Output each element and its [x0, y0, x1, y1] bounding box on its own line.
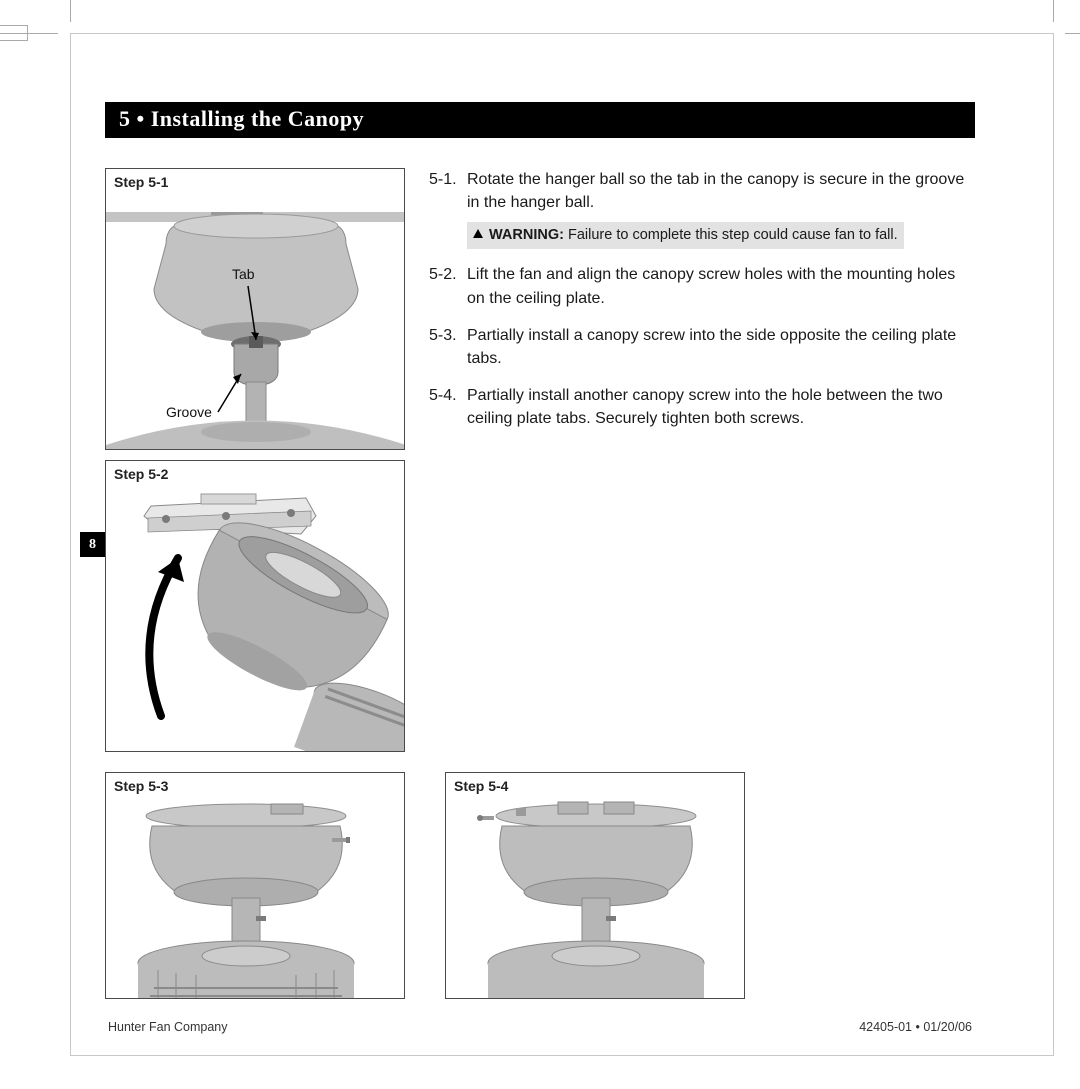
figure-step-5-2: Step 5-2	[105, 460, 405, 752]
callout-groove: Groove	[166, 404, 212, 420]
page-number-tab: 8	[80, 532, 105, 557]
page-footer: Hunter Fan Company 42405-01 • 01/20/06	[108, 1020, 972, 1034]
section-title: Installing the Canopy	[151, 106, 364, 131]
footer-left: Hunter Fan Company	[108, 1020, 228, 1034]
step-number: 5-4.	[429, 384, 467, 430]
figure-label: Step 5-3	[106, 773, 404, 798]
step-5-1: 5-1. Rotate the hanger ball so the tab i…	[429, 168, 975, 249]
figures-row-bottom: Step 5-3	[105, 772, 975, 1009]
step-text: Partially install a canopy screw into th…	[467, 324, 975, 370]
step-number: 5-1.	[429, 168, 467, 249]
figure-step-5-1: Step 5-1	[105, 168, 405, 450]
figure-5-4-svg	[446, 798, 744, 998]
step-5-2: 5-2. Lift the fan and align the canopy s…	[429, 263, 975, 309]
figure-step-5-4: Step 5-4	[445, 772, 745, 999]
step-text: Lift the fan and align the canopy screw …	[467, 263, 975, 309]
figure-5-1-svg	[106, 194, 404, 449]
page-content: 8 5 • Installing the Canopy Step 5-1	[105, 102, 975, 1029]
section-number: 5	[119, 106, 131, 131]
instructions-column: 5-1. Rotate the hanger ball so the tab i…	[429, 168, 975, 762]
step-text: Partially install another canopy screw i…	[467, 384, 975, 430]
figure-5-3-svg	[106, 798, 404, 998]
figure-label: Step 5-4	[446, 773, 744, 798]
step-text: Rotate the hanger ball so the tab in the…	[467, 171, 964, 211]
warning-label: WARNING:	[489, 227, 564, 243]
figures-column: Step 5-1	[105, 168, 409, 762]
step-number: 5-2.	[429, 263, 467, 309]
section-header: 5 • Installing the Canopy	[105, 102, 975, 138]
figure-5-2-svg	[106, 486, 404, 751]
step-number: 5-3.	[429, 324, 467, 370]
warning-text: Failure to complete this step could caus…	[568, 227, 898, 243]
figure-label: Step 5-2	[106, 461, 404, 486]
figure-label: Step 5-1	[106, 169, 404, 194]
figure-step-5-3: Step 5-3	[105, 772, 405, 999]
step-5-3: 5-3. Partially install a canopy screw in…	[429, 324, 975, 370]
warning-icon	[473, 229, 483, 238]
footer-right: 42405-01 • 01/20/06	[859, 1020, 972, 1034]
callout-tab: Tab	[232, 266, 255, 282]
step-5-4: 5-4. Partially install another canopy sc…	[429, 384, 975, 430]
warning-box: WARNING: Failure to complete this step c…	[467, 222, 904, 249]
